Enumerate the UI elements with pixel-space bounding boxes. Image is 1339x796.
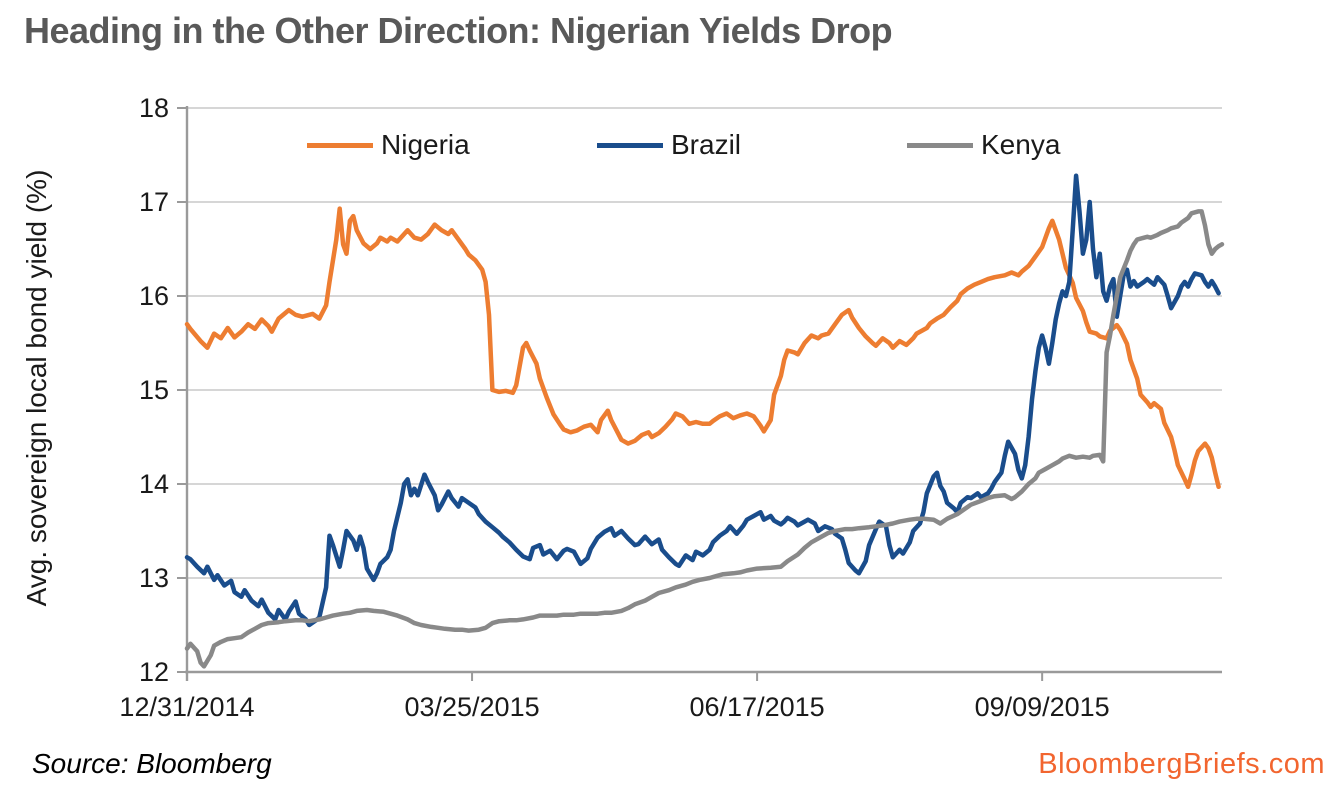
legend-label: Kenya bbox=[981, 129, 1061, 160]
legend-label: Brazil bbox=[671, 129, 742, 160]
y-tick-label: 15 bbox=[138, 375, 169, 405]
x-tick-label: 03/25/2015 bbox=[404, 692, 540, 722]
x-tick-label: 09/09/2015 bbox=[974, 692, 1110, 722]
y-tick-label: 14 bbox=[138, 469, 169, 499]
x-tick-label: 12/31/2014 bbox=[119, 692, 255, 722]
series-line-brazil bbox=[184, 173, 1221, 628]
legend-swatch-brazil bbox=[597, 142, 663, 148]
y-tick-label: 18 bbox=[138, 93, 169, 123]
legend-label: Nigeria bbox=[381, 129, 470, 160]
series-line-nigeria bbox=[184, 206, 1221, 490]
legend-swatch-nigeria bbox=[307, 142, 373, 148]
series-line-kenya bbox=[184, 209, 1225, 669]
legend-item-nigeria: Nigeria bbox=[307, 128, 470, 162]
y-tick-label: 16 bbox=[138, 281, 169, 311]
x-tick-label: 06/17/2015 bbox=[689, 692, 825, 722]
y-tick-label: 13 bbox=[138, 563, 169, 593]
legend-swatch-kenya bbox=[907, 142, 973, 148]
chart-title: Heading in the Other Direction: Nigerian… bbox=[24, 10, 893, 51]
y-tick-label: 17 bbox=[138, 187, 169, 217]
legend-item-kenya: Kenya bbox=[907, 128, 1060, 162]
source-note: Source: Bloomberg bbox=[32, 748, 272, 779]
brand-link: BloombergBriefs.com bbox=[1038, 748, 1325, 780]
legend-item-brazil: Brazil bbox=[597, 128, 741, 162]
y-tick-label: 12 bbox=[138, 657, 169, 687]
